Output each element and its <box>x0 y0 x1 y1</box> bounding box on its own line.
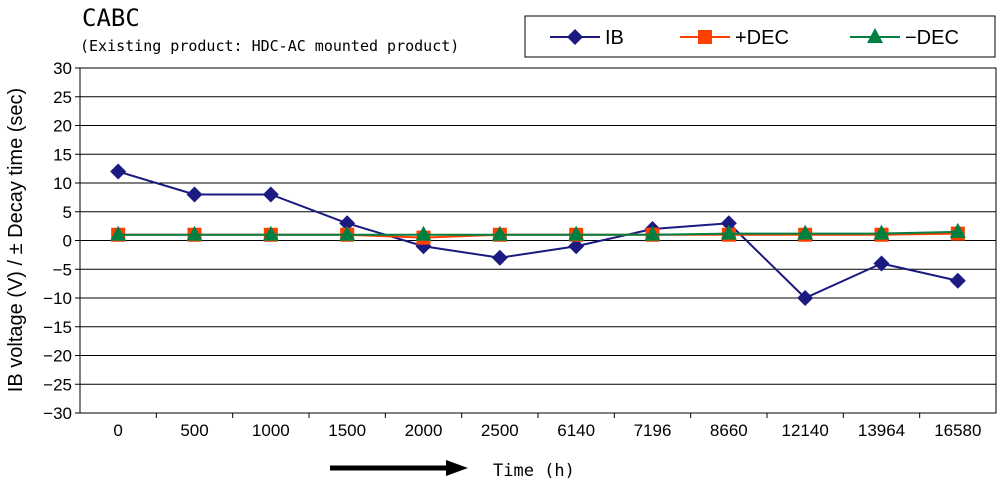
x-tick-label: 1000 <box>252 421 290 440</box>
x-tick-label: 0 <box>113 421 122 440</box>
y-tick-label: −30 <box>43 404 72 423</box>
legend-label: −DEC <box>905 27 959 49</box>
y-axis-label: IB voltage (V) / ± Decay time (sec) <box>5 88 27 392</box>
legend-entry-2: +DEC <box>680 27 789 49</box>
chart-title: CABC <box>82 4 140 32</box>
x-axis: 0 500 1000 1500 2000 2500 6140 7196 8660 12140 139… <box>113 413 981 440</box>
data-point <box>720 215 737 232</box>
data-point <box>110 225 127 241</box>
x-tick-label: 500 <box>180 421 208 440</box>
y-tick-label: 15 <box>53 145 72 164</box>
x-axis-label: Time (h) <box>493 461 575 481</box>
y-tick-label: −10 <box>43 289 72 308</box>
legend-label: +DEC <box>735 27 789 49</box>
y-tick-label: −20 <box>43 347 72 366</box>
data-point <box>949 272 966 289</box>
y-tick-label: −5 <box>53 260 72 279</box>
data-point <box>644 225 661 241</box>
data-point <box>873 224 890 240</box>
y-axis: 30 25 20 15 10 5 0 −5 −10 −15 −20 −25 −30 <box>43 59 80 423</box>
data-point <box>797 224 814 240</box>
data-point <box>797 290 814 306</box>
y-tick-label: 30 <box>53 59 72 78</box>
x-tick-label: 6140 <box>557 421 595 440</box>
series-line <box>117 170 959 300</box>
legend-marker <box>698 30 712 44</box>
legend: IB +DEC −DEC <box>524 15 996 58</box>
data-point <box>415 225 432 241</box>
y-tick-label: 5 <box>63 203 72 222</box>
data-point <box>491 225 508 241</box>
chart-subtitle: (Existing product: HDC-AC mounted produc… <box>80 37 459 55</box>
x-tick-label: 2500 <box>481 421 519 440</box>
data-point <box>568 225 585 241</box>
x-tick-label: 16580 <box>934 421 981 440</box>
data-point <box>339 225 356 241</box>
x-tick-label: 8660 <box>710 421 748 440</box>
data-point <box>949 222 966 238</box>
x-tick-label: 7196 <box>634 421 672 440</box>
data-point <box>568 238 585 255</box>
data-point <box>186 225 203 241</box>
data-point <box>110 163 127 180</box>
legend-marker <box>567 29 583 45</box>
legend-entry-3: −DEC <box>850 27 959 49</box>
y-tick-label: 25 <box>53 88 72 107</box>
x-tick-label: 2000 <box>405 421 443 440</box>
arrow-head-icon <box>446 460 468 476</box>
data-point <box>873 255 890 272</box>
y-tick-label: 0 <box>63 232 72 251</box>
data-point <box>491 249 508 266</box>
data-point <box>186 186 203 203</box>
data-point <box>262 225 279 241</box>
data-point <box>339 215 356 232</box>
legend-frame <box>524 15 996 58</box>
legend-entry-1: IB <box>550 27 624 49</box>
legend-label: IB <box>605 27 624 49</box>
y-tick-label: −15 <box>43 318 72 337</box>
x-tick-label: 13964 <box>858 421 905 440</box>
series-group <box>110 163 966 306</box>
series-3 <box>110 222 966 241</box>
y-tick-label: 10 <box>53 174 72 193</box>
grid <box>80 96 996 385</box>
time-arrow <box>330 460 468 476</box>
y-tick-label: 20 <box>53 117 72 136</box>
x-tick-label: 12140 <box>782 421 829 440</box>
legend-marker <box>867 28 883 43</box>
data-point <box>262 186 279 203</box>
data-point <box>720 224 737 240</box>
series-line <box>118 230 958 236</box>
x-tick-label: 1500 <box>328 421 366 440</box>
y-tick-label: −25 <box>43 375 72 394</box>
